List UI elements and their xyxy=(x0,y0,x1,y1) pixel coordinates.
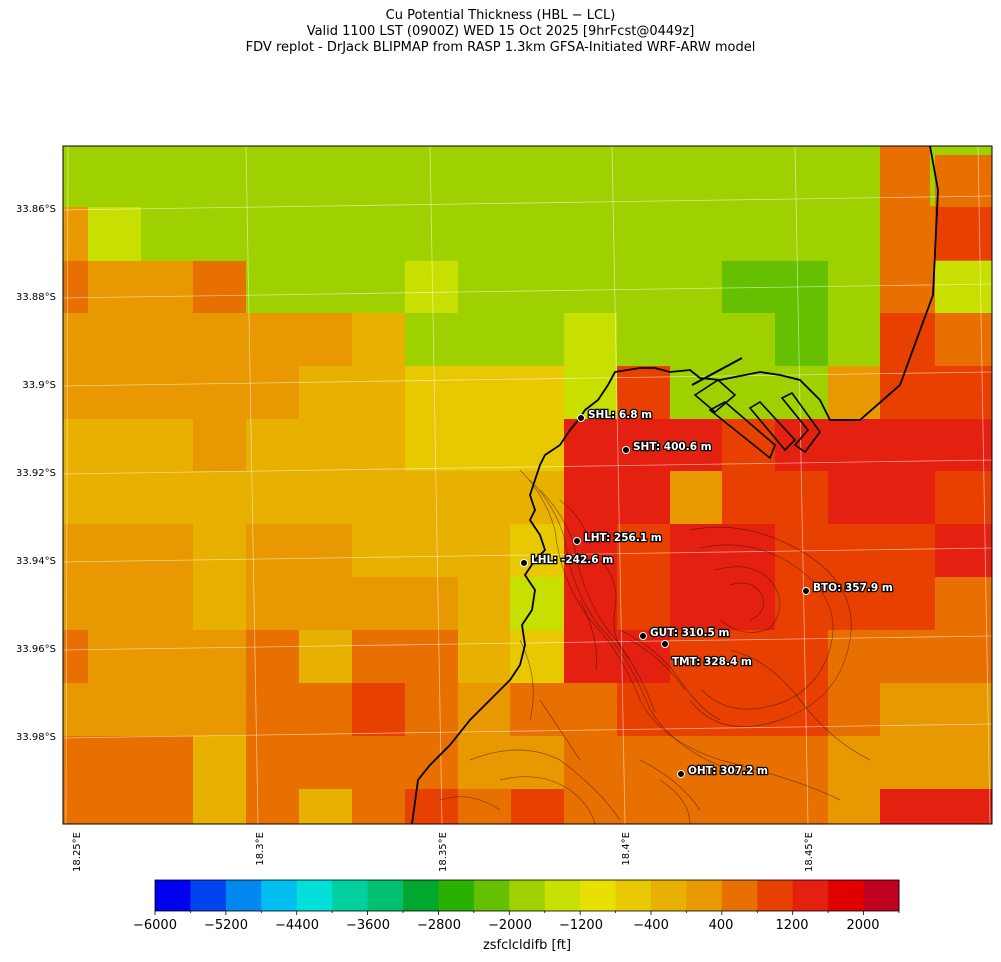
colorbar-swatch xyxy=(615,880,652,911)
colorbar-swatch xyxy=(580,880,617,911)
station-label: LHL: -242.6 m xyxy=(531,554,613,566)
map-area xyxy=(63,146,992,824)
lat-label: 33.94°S xyxy=(16,556,56,567)
lat-label: 33.98°S xyxy=(16,732,56,743)
map-frame xyxy=(62,145,993,825)
station-label: SHT: 400.6 m xyxy=(633,441,712,453)
station-shl: SHL: 6.8 m xyxy=(577,408,653,422)
station-label: LHT: 256.1 m xyxy=(584,532,662,544)
harbor-basin-1 xyxy=(693,378,737,414)
colorbar-tick-label: −3600 xyxy=(346,918,390,933)
colorbar-tick-label: −2800 xyxy=(417,918,461,933)
station-label: GUT: 310.5 m xyxy=(650,627,729,639)
colorbar-swatch xyxy=(651,880,687,911)
breakwater xyxy=(691,357,743,386)
colorbar-swatch xyxy=(155,880,191,911)
harbor-basin-3 xyxy=(748,400,797,452)
station-sht: SHT: 400.6 m xyxy=(622,440,713,454)
colorbar-swatch xyxy=(403,880,439,911)
colorbar-tick-labels: −6000 −5200 −4400 −3600 −2800 −2000 −120… xyxy=(133,918,880,933)
station-gut: GUT: 310.5 m xyxy=(639,626,731,640)
colorbar-tick-label: 1200 xyxy=(775,918,808,933)
colorbar-swatch xyxy=(686,880,723,911)
colorbar-swatch xyxy=(473,880,510,911)
colorbar-frame xyxy=(154,879,900,912)
station-oht: OHT: 307.2 m xyxy=(677,764,769,778)
lat-label: 33.86°S xyxy=(16,204,56,215)
lon-label: 18.45°E xyxy=(804,832,815,872)
colorbar-swatch xyxy=(261,880,298,911)
colorbar-swatch xyxy=(544,880,581,911)
lon-label: 18.35°E xyxy=(438,832,449,872)
longitude-labels: 18.25°E 18.3°E 18.35°E 18.4°E 18.45°E xyxy=(72,832,815,872)
station-lhl: LHL: -242.6 m xyxy=(520,553,614,567)
colorbar-swatch xyxy=(438,880,475,911)
terrain-contours xyxy=(439,469,871,824)
colorbar-tick-label: −6000 xyxy=(133,918,177,933)
station-label: TMT: 328.4 m xyxy=(672,656,752,668)
colorbar-swatch xyxy=(757,880,794,911)
colorbar-tick-label: −4400 xyxy=(275,918,319,933)
colorbar xyxy=(154,879,900,915)
chart-title-line-1: Cu Potential Thickness (HBL − LCL) xyxy=(385,8,616,23)
colorbar-swatch xyxy=(190,880,227,911)
colorbar-tick-label: −1200 xyxy=(559,918,603,933)
colorbar-swatch xyxy=(367,880,404,911)
latitude-labels: 33.86°S 33.88°S 33.9°S 33.92°S 33.94°S 3… xyxy=(16,204,56,743)
station-bto: BTO: 357.9 m xyxy=(802,581,894,595)
colorbar-swatch xyxy=(828,880,865,911)
chart-title-line-2: Valid 1100 LST (0900Z) WED 15 Oct 2025 [… xyxy=(306,24,695,39)
colorbar-swatch xyxy=(296,880,333,911)
station-tmt: TMT: 328.4 m xyxy=(661,640,753,669)
stations: SHL: 6.8 m SHT: 400.6 m LHT: 256.1 m LHL… xyxy=(520,408,894,778)
colorbar-swatch xyxy=(721,880,758,911)
colorbar-swatch xyxy=(792,880,829,911)
colorbar-swatch xyxy=(332,880,369,911)
colorbar-tick-label: 2000 xyxy=(846,918,879,933)
station-label: SHL: 6.8 m xyxy=(588,409,652,421)
lon-label: 18.4°E xyxy=(621,832,632,866)
lon-label: 18.25°E xyxy=(72,832,83,872)
colorbar-swatch xyxy=(225,880,262,911)
station-label: OHT: 307.2 m xyxy=(688,765,768,777)
lat-label: 33.88°S xyxy=(16,292,56,303)
chart-title-line-3: FDV replot - DrJack BLIPMAP from RASP 1.… xyxy=(245,40,756,55)
coastline xyxy=(411,146,939,824)
lat-label: 33.92°S xyxy=(16,468,56,479)
station-lht: LHT: 256.1 m xyxy=(573,531,663,545)
colorbar-tick-label: 400 xyxy=(709,918,734,933)
colorbar-tick-label: −400 xyxy=(633,918,669,933)
harbor-basin-2 xyxy=(708,401,776,460)
lat-label: 33.96°S xyxy=(16,644,56,655)
field-green-top xyxy=(63,146,992,261)
colorbar-swatch xyxy=(863,880,900,911)
colorbar-title: zsfclcldifb [ft] xyxy=(483,938,571,953)
harbor-basin-4 xyxy=(780,391,821,454)
colorbar-tick-label: −5200 xyxy=(204,918,248,933)
station-label: BTO: 357.9 m xyxy=(813,582,893,594)
lat-label: 33.9°S xyxy=(22,380,56,391)
graticule xyxy=(63,146,992,824)
colorbar-tick-label: −2000 xyxy=(488,918,532,933)
colorbar-swatch xyxy=(509,880,546,911)
lon-label: 18.3°E xyxy=(255,832,266,866)
